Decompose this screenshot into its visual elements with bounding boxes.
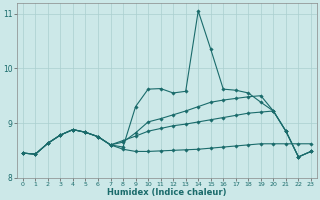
- X-axis label: Humidex (Indice chaleur): Humidex (Indice chaleur): [107, 188, 227, 197]
